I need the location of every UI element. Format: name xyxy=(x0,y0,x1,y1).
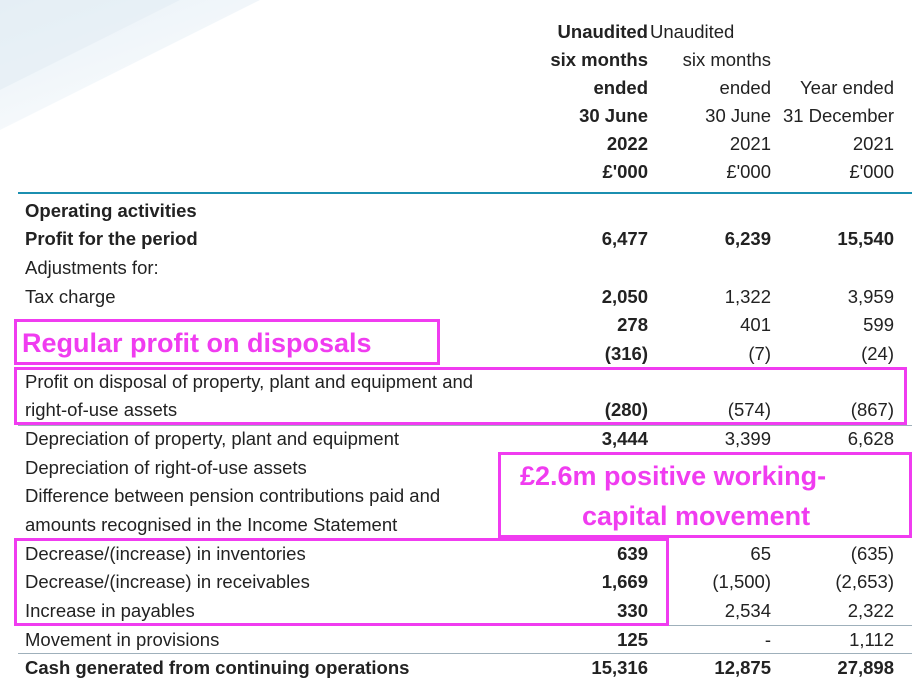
value-2021-half: (1,500) xyxy=(712,571,771,592)
row-label: Decrease/(increase) in inventories xyxy=(25,543,306,564)
value-2021-year: (635) xyxy=(850,543,894,564)
value-2021-half: 12,875 xyxy=(714,657,771,678)
row-label: Difference between pension contributions… xyxy=(25,485,441,506)
row-label: Decrease/(increase) in receivables xyxy=(25,571,310,592)
value-2021-year: 2,322 xyxy=(847,600,894,621)
header-col-2021-year: Year ended 31 December 2021 £'000 xyxy=(782,77,894,182)
value-2021-year: (867) xyxy=(850,399,894,420)
value-2022: 6,477 xyxy=(601,228,648,249)
annotation-box-disposal-row xyxy=(14,367,907,425)
row-label: Profit for the period xyxy=(25,228,198,249)
value-2022: (280) xyxy=(604,399,648,420)
value-2021-half: - xyxy=(764,629,771,650)
value-2022: 639 xyxy=(617,543,648,564)
value-2022: (316) xyxy=(604,343,648,364)
value-2021-half: 401 xyxy=(740,314,771,335)
row-label: Adjustments for: xyxy=(25,257,159,278)
value-2021-half: 6,239 xyxy=(724,228,771,249)
value-2022: 125 xyxy=(617,629,648,650)
row-label: Operating activities xyxy=(25,200,197,221)
value-2021-year: (2,653) xyxy=(835,571,894,592)
value-2022: 278 xyxy=(617,314,648,335)
value-2021-half: 65 xyxy=(750,543,771,564)
value-2021-half: 3,399 xyxy=(724,428,771,449)
row-label: Depreciation of property, plant and equi… xyxy=(25,428,400,449)
annotation-working-capital-line1: £2.6m positive working- xyxy=(520,461,827,491)
value-2021-year: 15,540 xyxy=(837,228,894,249)
value-2022: 1,669 xyxy=(601,571,648,592)
row-label: right-of-use assets xyxy=(25,399,178,420)
value-2022: 15,316 xyxy=(591,657,648,678)
header-rule xyxy=(18,192,912,194)
value-2021-half: 1,322 xyxy=(724,286,771,307)
value-2021-year: (24) xyxy=(861,343,894,364)
value-2022: 330 xyxy=(617,600,648,621)
value-2021-year: 1,112 xyxy=(849,629,894,650)
annotation-box-working-capital xyxy=(498,452,912,538)
annotation-box-working-capital-rows xyxy=(14,538,669,626)
row-divider xyxy=(18,653,912,654)
value-2021-half: (574) xyxy=(727,399,771,420)
value-2022: 3,444 xyxy=(601,428,648,449)
annotation-working-capital-line2: capital movement xyxy=(582,501,811,531)
value-2021-half: 2,534 xyxy=(724,600,771,621)
value-2021-year: 27,898 xyxy=(837,657,894,678)
row-label: Cash generated from continuing operation… xyxy=(25,657,410,678)
row-label: Increase in payables xyxy=(25,600,195,621)
value-2021-year: 6,628 xyxy=(847,428,894,449)
value-2022: 2,050 xyxy=(601,286,648,307)
row-label: Profit on disposal of property, plant an… xyxy=(25,371,474,392)
row-label: Depreciation of right-of-use assets xyxy=(25,457,307,478)
annotation-box-disposals-label xyxy=(14,319,440,365)
value-2021-year: 599 xyxy=(863,314,894,335)
row-divider xyxy=(18,425,912,426)
row-label: Tax charge xyxy=(25,286,116,307)
header-col-2021-half: Unaudited six months ended 30 June 2021 £'00… xyxy=(650,21,771,182)
annotation-disposals: Regular profit on disposals xyxy=(22,328,372,358)
row-label: Movement in provisions xyxy=(25,629,220,650)
value-2021-half: (7) xyxy=(748,343,771,364)
row-label: amounts recognised in the Income Stateme… xyxy=(25,514,398,535)
header-col-2022: Unaudited six months ended 30 June 2022 £'00… xyxy=(550,21,648,182)
value-2021-year: 3,959 xyxy=(847,286,894,307)
